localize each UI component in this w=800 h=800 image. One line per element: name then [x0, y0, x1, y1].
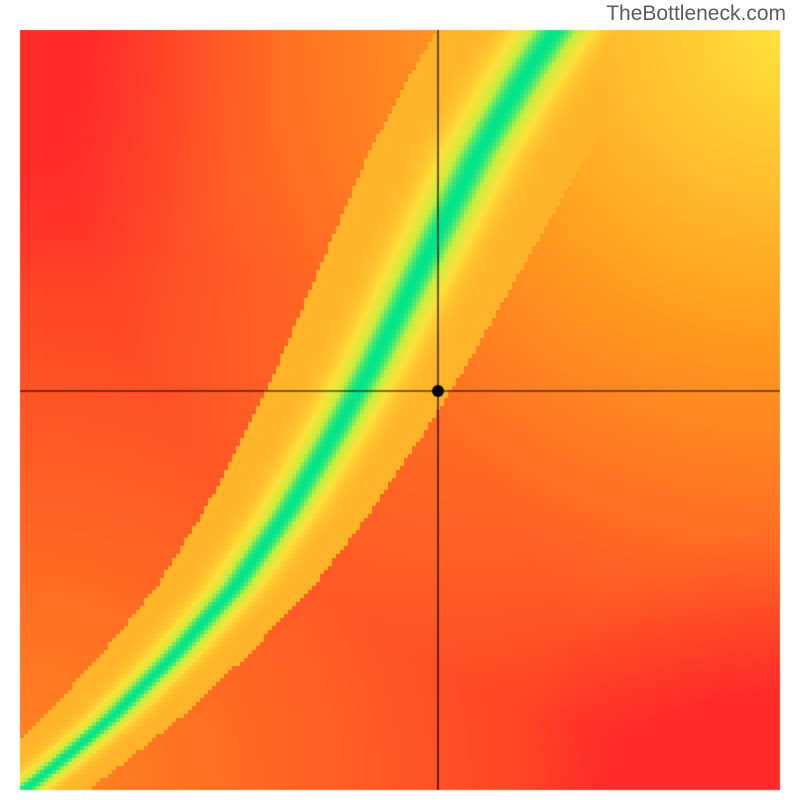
- heatmap-canvas: [0, 0, 800, 800]
- watermark-text: TheBottleneck.com: [606, 2, 786, 26]
- chart-container: TheBottleneck.com: [0, 0, 800, 800]
